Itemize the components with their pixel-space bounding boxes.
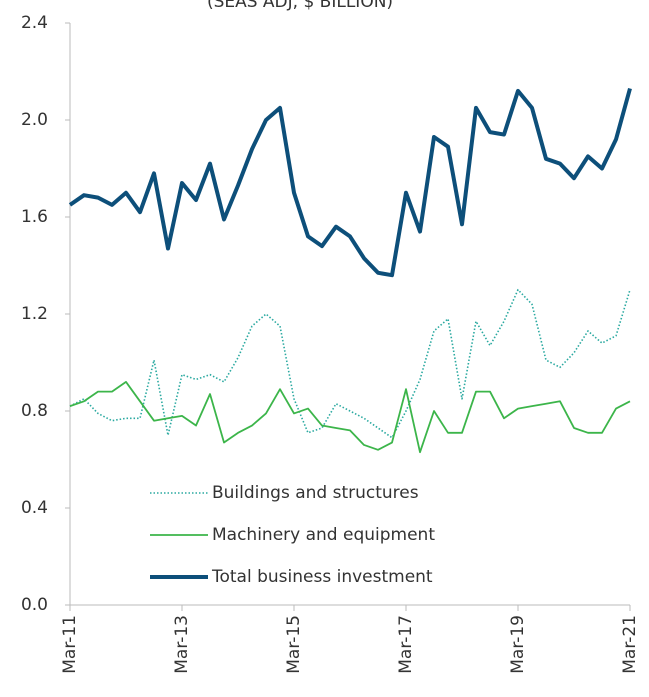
x-tick-label: Mar-11 [60,615,80,674]
series-line [69,381,631,454]
y-tick-label: 0.8 [21,401,48,421]
legend-label: Buildings and structures [212,483,419,503]
y-tick-label: 0.4 [21,498,48,518]
legend-label: Machinery and equipment [212,525,435,545]
y-tick-label: 1.2 [21,304,48,324]
series-line [69,288,631,439]
y-tick-label: 2.0 [21,110,48,130]
series-line [68,87,632,278]
y-tick-label: 2.4 [21,13,48,33]
legend-label: Total business investment [211,567,433,587]
chart-subtitle: (SEAS ADJ, $ BILLION) [207,0,393,12]
x-tick-label: Mar-21 [620,615,640,674]
x-tick-label: Mar-15 [284,615,304,674]
x-tick-label: Mar-19 [508,615,528,674]
x-tick-label: Mar-13 [172,615,192,674]
y-tick-label: 1.6 [21,207,48,227]
y-tick-label: 0.0 [21,595,48,615]
x-tick-label: Mar-17 [396,615,416,674]
